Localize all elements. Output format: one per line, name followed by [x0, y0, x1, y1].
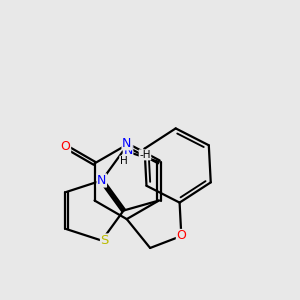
Text: S: S [100, 234, 109, 247]
Text: O: O [61, 140, 70, 153]
Text: N: N [122, 137, 131, 150]
Text: -H: -H [139, 150, 151, 160]
Text: N: N [97, 174, 106, 187]
Text: N: N [123, 144, 133, 157]
Text: H: H [120, 156, 127, 166]
Text: O: O [176, 230, 186, 242]
